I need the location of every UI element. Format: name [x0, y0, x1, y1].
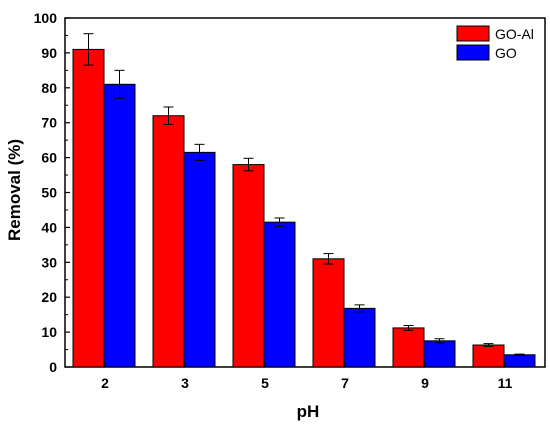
- bar-go-3: [183, 151, 216, 368]
- x-axis-title: pH: [297, 402, 320, 421]
- bar-go-al-3: [152, 115, 185, 368]
- bar-go-al-9: [392, 327, 425, 368]
- y-tick-label: 0: [49, 359, 57, 375]
- bar-go-al-7: [312, 258, 345, 368]
- x-tick-label: 7: [341, 375, 349, 391]
- y-tick-label: 10: [41, 324, 57, 340]
- bar-go-5: [263, 221, 296, 368]
- bar-go-al-2: [72, 48, 105, 368]
- legend: GO-Al GO: [456, 25, 534, 61]
- x-tick-label: 11: [498, 375, 513, 391]
- legend-label-go-al: GO-Al: [495, 26, 534, 42]
- y-tick-label: 30: [41, 254, 57, 270]
- bar-go-al-5: [232, 164, 265, 368]
- x-ticks: 2 3 5 7 9 11: [101, 362, 513, 391]
- legend-label-go: GO: [495, 45, 517, 61]
- y-ticks: 0 10 20 30 40 50 60 70 80 90 100: [34, 10, 70, 375]
- bar-go-7: [343, 307, 376, 368]
- y-tick-label: 80: [41, 80, 57, 96]
- axes: [64, 17, 546, 368]
- y-tick-label: 90: [41, 45, 57, 61]
- y-axis-title: Removal (%): [5, 139, 24, 241]
- bar-go-9: [423, 340, 456, 368]
- y-tick-label: 100: [34, 10, 58, 26]
- x-tick-label: 2: [101, 375, 109, 391]
- legend-swatch-go: [456, 44, 490, 61]
- y-tick-label: 40: [41, 219, 57, 235]
- bar-go-2: [103, 83, 136, 368]
- x-tick-label: 5: [261, 375, 269, 391]
- y-tick-label: 70: [41, 115, 57, 131]
- y-tick-label: 20: [41, 289, 57, 305]
- bars: [72, 33, 536, 368]
- legend-swatch-go-al: [456, 25, 490, 42]
- y-tick-label: 60: [41, 150, 57, 166]
- x-tick-label: 3: [181, 375, 189, 391]
- y-tick-label: 50: [41, 185, 57, 201]
- x-tick-label: 9: [421, 375, 429, 391]
- bar-go-11: [503, 354, 536, 368]
- bar-go-al-11: [472, 344, 505, 368]
- plot-frame: [64, 17, 546, 368]
